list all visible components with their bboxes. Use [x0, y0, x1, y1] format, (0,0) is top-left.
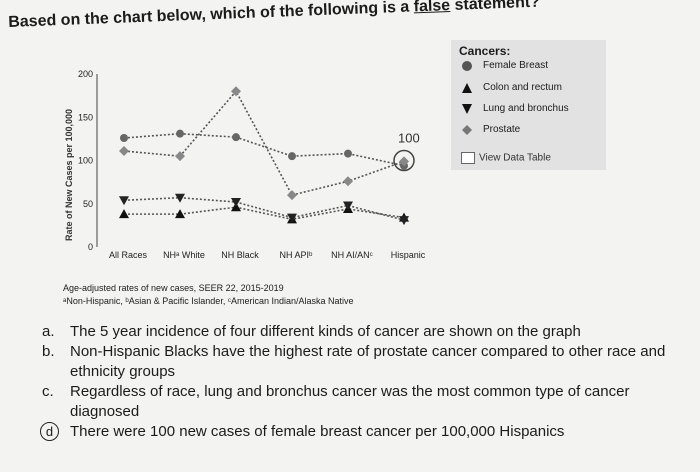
y-axis-label: Rate of New Cases per 100,000 — [64, 109, 74, 241]
legend-item-colon-rectum: Colon and rectum — [483, 82, 562, 93]
option-b[interactable]: b. Non-Hispanic Blacks have the highest … — [38, 342, 670, 382]
x-tick-label: NHᵃ White — [163, 250, 205, 260]
data-point — [344, 149, 352, 158]
option-text: Non-Hispanic Blacks have the highest rat… — [70, 343, 666, 380]
legend-title: Cancers: — [459, 44, 511, 58]
data-point — [232, 133, 240, 142]
triangle-up-icon — [462, 83, 472, 93]
annotation: 100 — [393, 131, 420, 172]
option-text: There were 100 new cases of female breas… — [70, 423, 565, 440]
data-point — [287, 190, 297, 201]
legend: Cancers: Female Breast Colon and rectum … — [451, 40, 606, 170]
data-point — [399, 156, 409, 167]
view-data-label: View Data Table — [479, 152, 551, 164]
option-letter: b. — [42, 343, 55, 360]
source-line-2: ᵃNon-Hispanic, ᵇAsian & Pacific Islander… — [63, 296, 354, 306]
y-tick-label: 50 — [83, 199, 93, 209]
y-tick-label: 100 — [78, 156, 93, 166]
option-d[interactable]: d There were 100 new cases of female bre… — [38, 422, 670, 442]
option-a[interactable]: a. The 5 year incidence of four differen… — [38, 322, 670, 342]
x-tick-label: All Races — [109, 250, 148, 260]
data-point — [175, 193, 185, 203]
data-point — [175, 151, 185, 162]
table-icon — [461, 152, 475, 164]
answer-options: a. The 5 year incidence of four differen… — [38, 322, 670, 442]
legend-item-female-breast: Female Breast — [483, 60, 549, 71]
circle-icon — [462, 61, 472, 71]
triangle-down-icon — [462, 104, 472, 114]
series-line — [124, 206, 405, 221]
x-tick-label: NH APIᵇ — [280, 250, 314, 260]
data-point — [119, 196, 129, 206]
x-tick-label: NH Black — [221, 250, 259, 260]
series-layer — [119, 86, 409, 226]
data-point — [343, 176, 353, 187]
option-text: The 5 year incidence of four different k… — [70, 323, 581, 340]
source-line-1: Age-adjusted rates of new cases, SEER 22… — [63, 283, 284, 293]
legend-item-lung-bronchus: Lung and bronchus — [483, 103, 569, 114]
data-point — [119, 209, 129, 219]
data-point — [176, 129, 184, 138]
annotation-text: 100 — [398, 131, 420, 146]
y-tick-label: 150 — [78, 112, 93, 122]
diamond-icon — [462, 125, 472, 135]
legend-item-prostate: Prostate — [483, 124, 521, 135]
y-ticks: 0 50 100 150 200 — [78, 69, 93, 252]
chart-source-note: Age-adjusted rates of new cases, SEER 22… — [63, 282, 354, 308]
series-line — [123, 89, 405, 197]
series-line — [123, 196, 405, 221]
series-line — [123, 132, 405, 167]
x-ticks: All Races NHᵃ White NH Black NH APIᵇ NH AI/A… — [109, 250, 426, 260]
data-point — [119, 145, 129, 156]
x-tick-label: Hispanic — [391, 250, 426, 260]
option-letter-circled: d — [40, 422, 59, 441]
y-tick-label: 200 — [78, 69, 93, 79]
x-tick-label: NH AI/ANᶜ — [331, 250, 373, 260]
data-point — [231, 198, 241, 208]
option-letter: c. — [42, 383, 54, 400]
data-point — [288, 152, 296, 161]
option-text: Regardless of race, lung and bronchus ca… — [70, 383, 630, 420]
y-tick-label: 0 — [88, 242, 93, 252]
option-c[interactable]: c. Regardless of race, lung and bronchus… — [38, 382, 670, 422]
data-point — [175, 209, 185, 219]
view-data-table-link[interactable]: View Data Table — [461, 152, 551, 164]
data-point — [120, 134, 128, 143]
annotation-circle — [393, 149, 415, 172]
line-chart: Rate of New Cases per 100,000 0 50 100 150 2… — [64, 69, 426, 260]
data-point — [343, 201, 353, 211]
option-letter: a. — [42, 323, 55, 340]
data-point — [399, 216, 409, 226]
data-point — [231, 86, 241, 97]
data-point — [287, 213, 297, 223]
